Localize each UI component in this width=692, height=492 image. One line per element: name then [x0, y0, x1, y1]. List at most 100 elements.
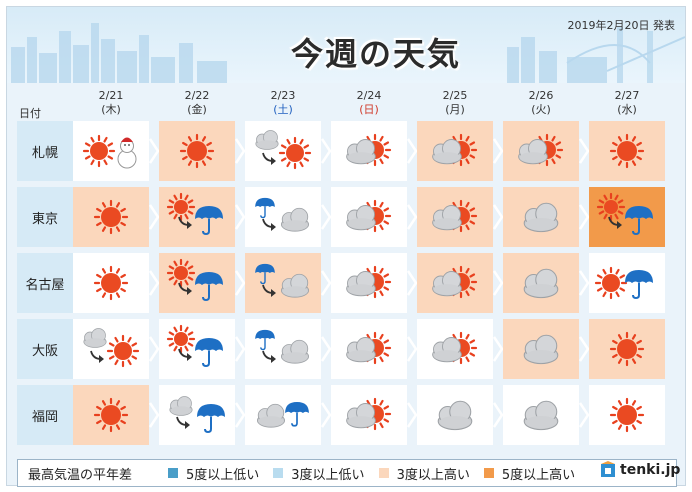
column-divider	[148, 319, 160, 379]
column-divider	[234, 385, 246, 445]
column-divider	[406, 253, 418, 313]
column-divider	[406, 187, 418, 247]
legend-text: 3度以上高い	[396, 467, 470, 483]
sun-then-rain-icon	[166, 324, 223, 368]
column-divider	[148, 121, 160, 181]
forecast-cell	[417, 121, 493, 181]
column-divider	[148, 187, 160, 247]
legend-item: 5度以上低い	[168, 464, 259, 483]
column-divider	[234, 121, 246, 181]
cloud-sun-icon	[432, 331, 478, 365]
date-header: 2/22 (金)	[159, 89, 235, 117]
forecast-cell	[503, 187, 579, 247]
day-of-week: (土)	[273, 103, 293, 116]
forecast-cell	[417, 319, 493, 379]
forecast-cell	[245, 385, 321, 445]
sun-icon	[609, 133, 645, 169]
date-text: 2/26	[528, 89, 554, 102]
forecast-cell	[245, 253, 321, 313]
rain-then-cloud-icon	[255, 329, 310, 364]
date-header: 2/21 (木)	[73, 89, 149, 117]
cloud-icon	[437, 400, 473, 431]
forecast-cell	[503, 253, 579, 313]
legend-swatch	[378, 468, 389, 478]
column-divider	[320, 319, 332, 379]
cloud-then-rain-icon	[169, 396, 225, 434]
forecast-cell	[503, 121, 579, 181]
column-divider	[406, 385, 418, 445]
forecast-cell	[159, 187, 235, 247]
column-divider	[234, 187, 246, 247]
forecast-cell	[331, 253, 407, 313]
sun-then-rain-icon	[166, 192, 223, 236]
column-divider	[148, 385, 160, 445]
city-label: 札幌	[17, 121, 73, 181]
sun-rain-icon	[594, 266, 653, 300]
logo-text: tenki.jp	[620, 462, 681, 478]
column-divider	[492, 187, 504, 247]
issued-date: 2019年2月20日 発表	[567, 19, 676, 32]
column-divider	[492, 319, 504, 379]
cloud-sun-icon	[346, 133, 392, 167]
forecast-cell	[503, 385, 579, 445]
column-divider	[578, 385, 590, 445]
date-text: 2/22	[184, 89, 210, 102]
legend-item: 5度以上高い	[483, 464, 576, 483]
cloud-sun-icon	[346, 397, 392, 431]
sun-icon	[179, 133, 215, 169]
column-divider	[578, 121, 590, 181]
sun-then-rain-icon	[166, 258, 223, 302]
legend-text: 5度以上低い	[186, 467, 260, 483]
date-text: 2/25	[442, 89, 468, 102]
column-divider	[578, 187, 590, 247]
day-of-week: (月)	[445, 103, 465, 116]
sun-icon	[93, 397, 129, 433]
forecast-cell	[159, 319, 235, 379]
cloud-sun-icon	[346, 265, 392, 299]
cloud-then-sun-icon	[255, 130, 312, 170]
cloud-icon	[523, 400, 559, 431]
sun-icon	[93, 265, 129, 301]
page-title: 今週の天気	[290, 35, 461, 73]
cloud-icon	[523, 268, 559, 299]
column-divider	[492, 121, 504, 181]
column-divider	[320, 385, 332, 445]
date-text: 2/21	[98, 89, 124, 102]
forecast-cell	[245, 121, 321, 181]
forecast-cell	[331, 121, 407, 181]
day-of-week: (金)	[187, 103, 207, 116]
column-divider	[578, 319, 590, 379]
forecast-cell	[159, 385, 235, 445]
date-column-label: 日付	[19, 107, 41, 120]
column-divider	[320, 187, 332, 247]
sun-icon	[93, 199, 129, 235]
cloud-rain-icon	[256, 401, 309, 428]
forecast-cell	[73, 121, 149, 181]
forecast-cell	[73, 187, 149, 247]
forecast-cell	[589, 385, 665, 445]
column-divider	[148, 253, 160, 313]
tenki-logo-icon	[601, 461, 615, 477]
city-label: 名古屋	[17, 253, 73, 313]
date-text: 2/24	[356, 89, 382, 102]
day-of-week: (火)	[531, 103, 551, 116]
forecast-cell	[159, 253, 235, 313]
legend-item: 3度以上高い	[378, 464, 470, 483]
cloud-sun-icon	[346, 199, 392, 233]
column-divider	[234, 253, 246, 313]
day-of-week: (日)	[359, 103, 379, 116]
forecast-cell	[331, 187, 407, 247]
column-divider	[320, 253, 332, 313]
column-divider	[320, 121, 332, 181]
cloud-icon	[523, 202, 559, 233]
cloud-sun-icon	[518, 133, 564, 167]
legend-text: 5度以上高い	[501, 467, 576, 483]
column-divider	[406, 319, 418, 379]
sun-icon	[609, 397, 645, 433]
column-divider	[578, 253, 590, 313]
date-text: 2/27	[614, 89, 640, 102]
legend-label: 最高気温の平年差	[28, 467, 133, 483]
forecast-cell	[331, 319, 407, 379]
title-box: 今週の天気	[265, 29, 487, 75]
forecast-cell	[331, 385, 407, 445]
